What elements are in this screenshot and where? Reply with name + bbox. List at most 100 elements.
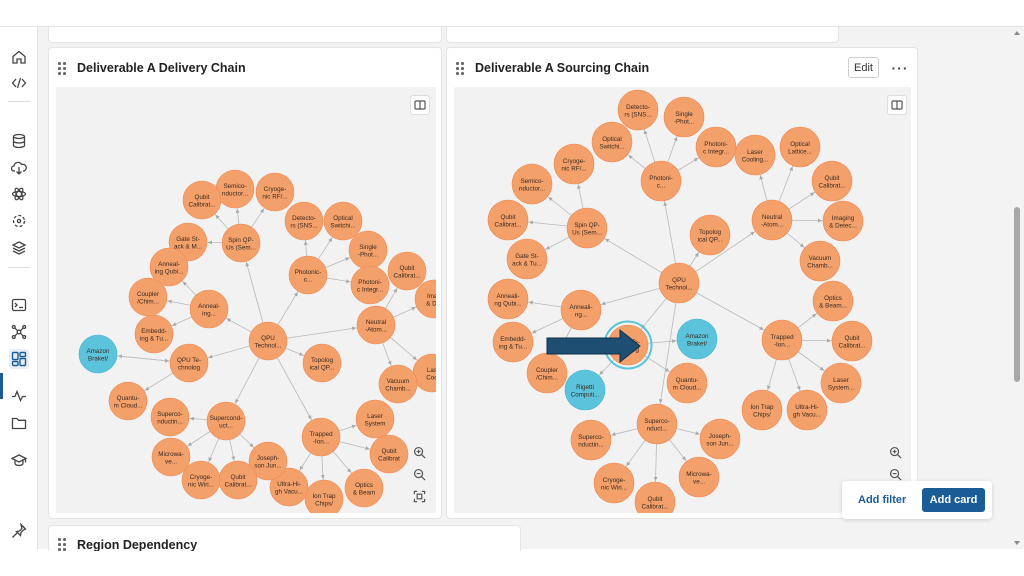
graph-node[interactable]: Microwa-ve... bbox=[678, 456, 720, 498]
node-circle[interactable] bbox=[570, 419, 612, 461]
node-circle[interactable] bbox=[182, 180, 222, 220]
graph-node[interactable]: Cryoge-nic Wiri... bbox=[181, 460, 221, 500]
node-circle[interactable] bbox=[779, 126, 821, 168]
graph-node[interactable]: OpticalSwitchi... bbox=[591, 121, 633, 163]
graph-node[interactable]: Spin QP-Us (Sem... bbox=[221, 223, 261, 263]
graph-node[interactable]: Optics& Beam... bbox=[812, 280, 854, 322]
node-circle[interactable] bbox=[181, 460, 221, 500]
layers-icon[interactable] bbox=[9, 238, 29, 258]
node-circle[interactable] bbox=[108, 381, 148, 421]
graph-node[interactable]: Joseph-son Jun... bbox=[699, 418, 741, 460]
delivery-chain-graph[interactable]: QPU Technol... Spin QP- Us (Sem... Photonic-… bbox=[56, 87, 436, 513]
graph-node[interactable]: Superco-nductin... bbox=[570, 419, 612, 461]
node-circle[interactable] bbox=[822, 200, 864, 242]
node-circle[interactable] bbox=[676, 318, 718, 360]
node-circle[interactable] bbox=[506, 238, 548, 280]
node-circle[interactable] bbox=[269, 467, 309, 507]
node-circle[interactable] bbox=[820, 362, 862, 404]
node-circle[interactable] bbox=[492, 321, 534, 363]
node-circle[interactable] bbox=[304, 479, 344, 513]
node-circle[interactable] bbox=[560, 289, 602, 331]
graph-node[interactable]: Anneali-ng... bbox=[560, 289, 602, 331]
graph-node[interactable]: Single-Phot... bbox=[348, 230, 388, 270]
node-circle[interactable] bbox=[414, 279, 436, 319]
node-circle[interactable] bbox=[255, 172, 295, 212]
node-circle[interactable] bbox=[553, 143, 595, 185]
graph-node[interactable]: Supercond-uct... bbox=[206, 401, 246, 441]
graph-node[interactable]: Ultra-Hi-gh Vacu... bbox=[786, 389, 828, 431]
graph-node[interactable]: QPU Te-chnolog bbox=[169, 343, 209, 383]
node-circle[interactable] bbox=[634, 481, 676, 513]
edit-button[interactable]: Edit bbox=[848, 57, 879, 78]
graph-node[interactable]: QPUTechnol... bbox=[658, 262, 700, 304]
node-circle[interactable] bbox=[617, 89, 659, 131]
terminal-icon[interactable] bbox=[9, 295, 29, 315]
graph-node[interactable]: Microwa-ve... bbox=[151, 437, 191, 477]
node-circle[interactable] bbox=[566, 207, 608, 249]
node-circle[interactable] bbox=[248, 441, 288, 481]
graph-node[interactable]: Coupler/Chim... bbox=[128, 277, 168, 317]
node-circle[interactable] bbox=[751, 199, 793, 241]
node-circle[interactable] bbox=[658, 262, 700, 304]
atom-icon[interactable] bbox=[9, 184, 29, 204]
graph-node[interactable]: Imaging& Detec... bbox=[822, 200, 864, 242]
graph-node[interactable]: Anneali-ng Qubi... bbox=[487, 278, 529, 320]
node-circle[interactable] bbox=[831, 320, 873, 362]
node-circle[interactable] bbox=[734, 134, 776, 176]
graph-node[interactable]: Detecto-rs (SNS... bbox=[284, 201, 324, 241]
node-circle[interactable] bbox=[284, 201, 324, 241]
graph-node[interactable]: QubitCalibrat... bbox=[218, 460, 258, 500]
node-circle[interactable] bbox=[812, 280, 854, 322]
graph-node[interactable]: LaserSystem... bbox=[820, 362, 862, 404]
graph-node[interactable]: VacuumChamb... bbox=[378, 364, 418, 404]
graph-node[interactable]: QPUTechnol... bbox=[248, 321, 288, 361]
node-circle[interactable] bbox=[301, 417, 341, 457]
graph-node[interactable]: Optics& Beam bbox=[344, 468, 384, 508]
node-circle[interactable] bbox=[636, 403, 678, 445]
fit-view-icon[interactable] bbox=[409, 486, 429, 506]
node-circle[interactable] bbox=[248, 321, 288, 361]
graph-node[interactable]: Cryoge-nic RF/... bbox=[553, 143, 595, 185]
graph-node[interactable]: Photoni-c Integr... bbox=[350, 265, 390, 305]
graph-node[interactable]: Quantu-m Cloud... bbox=[666, 362, 708, 404]
node-circle[interactable] bbox=[387, 251, 427, 291]
home-icon[interactable] bbox=[9, 47, 29, 67]
drag-handle-icon[interactable] bbox=[456, 62, 466, 76]
pin-icon[interactable] bbox=[9, 521, 29, 541]
drag-handle-icon[interactable] bbox=[58, 538, 68, 552]
graph-node[interactable]: Superco-nductin... bbox=[150, 397, 190, 437]
add-filter-button[interactable]: Add filter bbox=[858, 494, 907, 506]
node-circle[interactable] bbox=[206, 401, 246, 441]
graph-node[interactable]: Imag& D... bbox=[414, 279, 436, 319]
node-circle[interactable] bbox=[666, 362, 708, 404]
graph-node[interactable]: RigettiComputi... bbox=[564, 369, 606, 411]
node-circle[interactable] bbox=[369, 434, 409, 474]
page-scrollbar[interactable] bbox=[1013, 27, 1021, 549]
toggle-panel-button[interactable] bbox=[887, 95, 907, 115]
node-circle[interactable] bbox=[189, 289, 229, 329]
graph-node[interactable]: Quantu-m Cloud... bbox=[108, 381, 148, 421]
graph-node[interactable]: Detecto-rs (SNS... bbox=[617, 89, 659, 131]
node-circle[interactable] bbox=[149, 247, 189, 287]
graph-node[interactable]: Photonic-c... bbox=[288, 255, 328, 295]
graph-node[interactable]: Coupler/Chim... bbox=[526, 352, 568, 394]
graph-node[interactable]: Cryoge-nic Wiri... bbox=[593, 462, 635, 504]
node-circle[interactable] bbox=[640, 160, 682, 202]
node-circle[interactable] bbox=[344, 468, 384, 508]
graph-node[interactable]: VacuumChamb... bbox=[799, 240, 841, 282]
graph-node[interactable]: Trapped-Ion... bbox=[301, 417, 341, 457]
node-circle[interactable] bbox=[511, 163, 553, 205]
graph-node[interactable]: Gate St-ack & Tu... bbox=[506, 238, 548, 280]
node-circle[interactable] bbox=[678, 456, 720, 498]
scroll-up-arrow[interactable] bbox=[1014, 31, 1020, 35]
graph-node[interactable]: QubitCalibrat... bbox=[634, 481, 676, 513]
node-circle[interactable] bbox=[302, 343, 342, 383]
graph-node[interactable]: OpticalSwitchi... bbox=[323, 201, 363, 241]
node-circle[interactable] bbox=[378, 364, 418, 404]
